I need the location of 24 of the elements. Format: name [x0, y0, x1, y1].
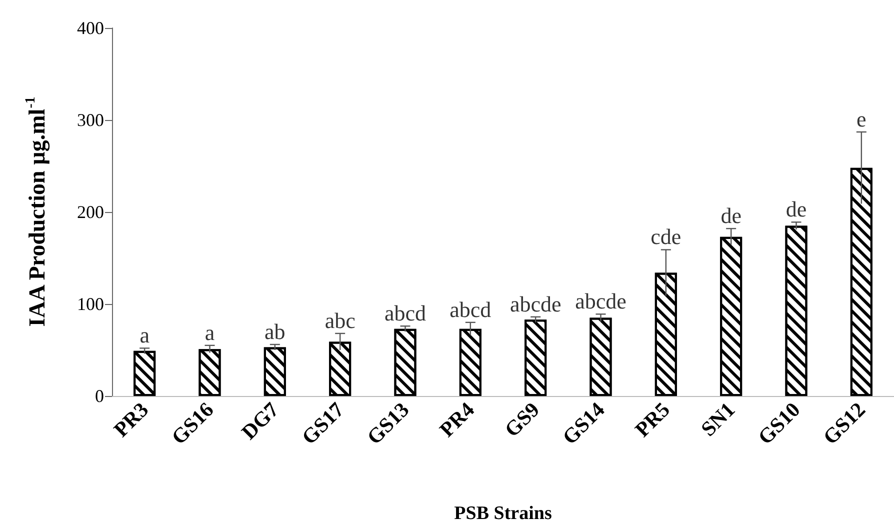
- annotation: abcd: [450, 296, 492, 322]
- y-axis-title: IAA Production µg.ml-1: [24, 96, 50, 327]
- annotation: e: [856, 106, 866, 132]
- x-tick-label: PR3: [108, 398, 154, 442]
- y-tick-label: 200: [77, 202, 104, 222]
- annotation: abcde: [510, 291, 562, 316]
- annotation: abcd: [384, 300, 426, 326]
- x-tick-label: GS9: [500, 398, 544, 442]
- x-axis-title: PSB Strains: [454, 503, 552, 524]
- annotation: abc: [324, 308, 356, 333]
- x-tick-label: PR5: [630, 398, 674, 442]
- annotation: de: [720, 203, 742, 228]
- annotation: de: [786, 196, 807, 222]
- annotation: a: [140, 322, 150, 348]
- x-tick-label: PR4: [434, 397, 480, 442]
- annotation: abcde: [575, 288, 626, 314]
- y-tick-label: 0: [95, 386, 104, 406]
- annotation: ab: [264, 318, 286, 344]
- annotation: a: [204, 320, 215, 345]
- x-tick-label: SN1: [696, 398, 740, 441]
- annotation: cde: [650, 224, 682, 250]
- y-tick-label: 400: [77, 18, 104, 38]
- y-tick-label: 100: [77, 294, 104, 314]
- y-tick-label: 300: [77, 110, 104, 130]
